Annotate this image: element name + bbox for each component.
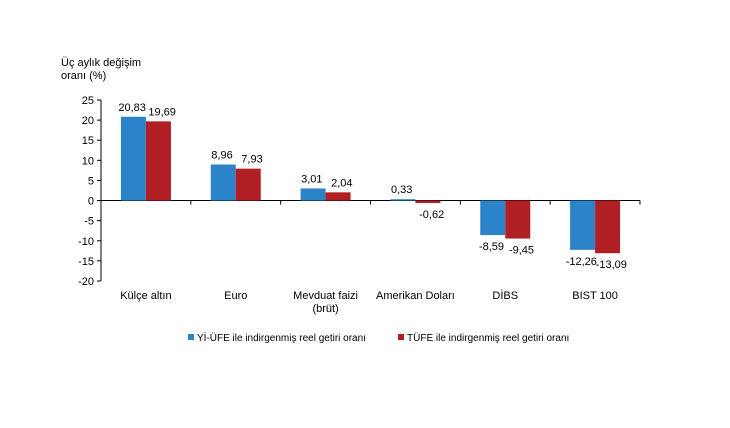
legend-label: Yİ-ÜFE ile indirgenmiş reel getiri oranı	[197, 331, 366, 344]
y-axis-label: Üç aylık değişim oranı (%)	[61, 57, 142, 82]
y-tick-label: 10	[82, 155, 94, 167]
category-label: Amerikan Doları	[376, 290, 455, 302]
bar	[390, 199, 416, 201]
data-label: 7,93	[241, 154, 262, 166]
bar	[235, 168, 261, 201]
bar	[570, 200, 596, 250]
data-label: 19,69	[148, 106, 176, 118]
data-label: -12,26	[566, 256, 597, 268]
legend-swatch	[188, 334, 194, 340]
y-tick-label: 20	[82, 115, 94, 127]
y-tick-label: -15	[78, 256, 94, 268]
data-label: 8,96	[211, 150, 232, 162]
bar	[120, 116, 146, 201]
data-label: 20,83	[118, 102, 146, 114]
data-label: -8,59	[479, 241, 504, 253]
category-label: BIST 100	[572, 290, 618, 302]
category-label: Euro	[224, 290, 247, 302]
bar	[145, 121, 171, 201]
bar	[595, 200, 621, 254]
y-tick-label: -10	[78, 236, 94, 248]
y-tick-label: 15	[82, 135, 94, 147]
legend-swatch	[398, 334, 404, 340]
bar	[480, 200, 506, 236]
bar	[210, 164, 236, 201]
category-label: Külçe altın	[120, 290, 171, 302]
bar	[415, 200, 441, 204]
data-label: -13,09	[596, 259, 627, 271]
y-tick-label: -20	[78, 276, 94, 288]
bar	[325, 192, 351, 201]
data-label: -0,62	[419, 209, 444, 221]
data-label: 2,04	[331, 177, 352, 189]
bar	[505, 200, 531, 239]
y-tick-label: 25	[82, 95, 94, 107]
data-label: 3,01	[301, 173, 322, 185]
category-label: DİBS	[492, 289, 518, 302]
y-tick-label: 5	[88, 175, 94, 187]
legend-label: TÜFE ile indirgenmiş reel getiri oranı	[407, 332, 569, 344]
data-label: 0,33	[391, 184, 412, 196]
bar	[300, 188, 326, 201]
category-label: Mevduat faizi (brüt)	[293, 290, 358, 315]
y-tick-label: -5	[84, 216, 94, 228]
data-label: -9,45	[509, 245, 534, 257]
y-tick-label: 0	[88, 196, 94, 208]
